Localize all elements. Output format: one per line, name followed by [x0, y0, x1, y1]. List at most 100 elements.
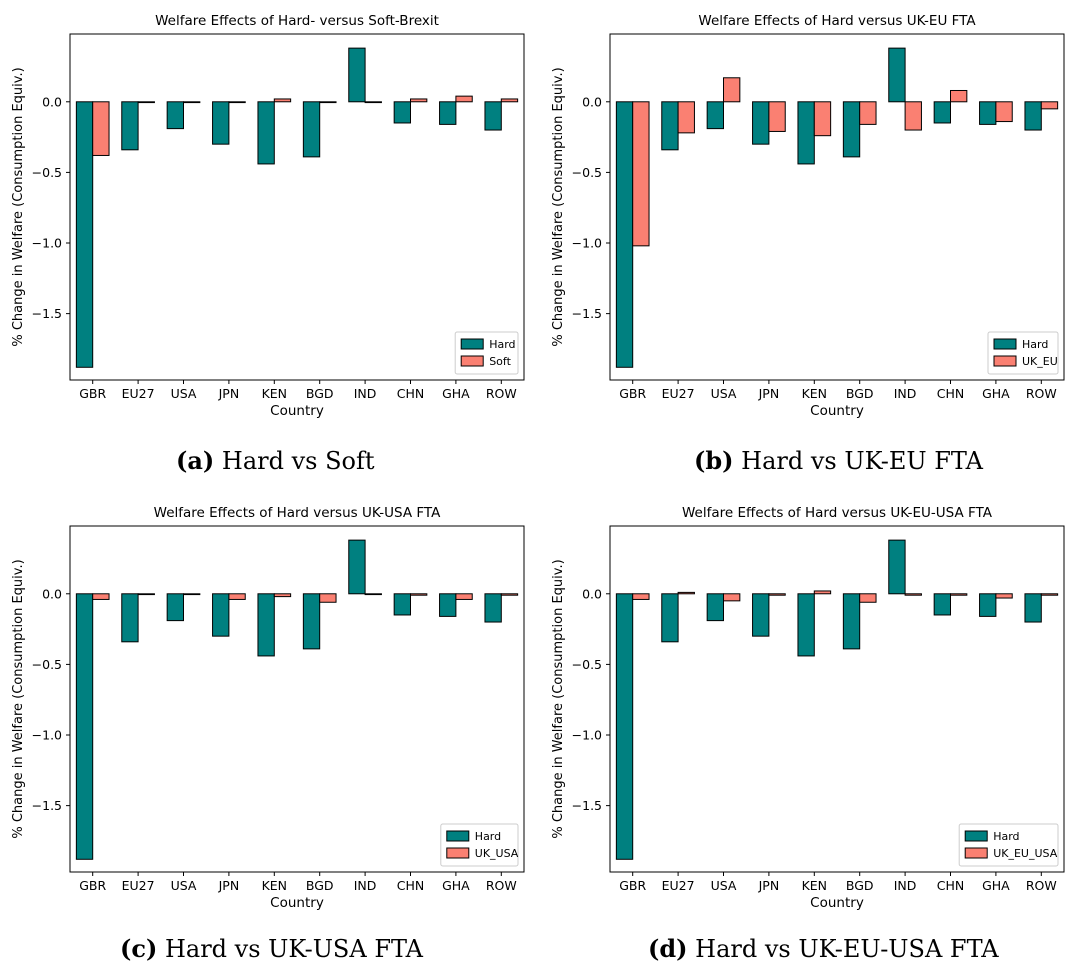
bar-uk-usa-jpn	[228, 593, 246, 600]
bar-hard-bgd	[302, 593, 321, 650]
chart-hard-vs-soft: Welfare Effects of Hard- versus Soft-Bre…	[11, 13, 525, 419]
bar-hard-ken	[257, 101, 275, 165]
x-tick-label-usa: USA	[171, 386, 197, 401]
y-tick-label: −1.0	[572, 728, 602, 743]
bar-uk-usa-bgd	[319, 593, 337, 603]
bar-uk-eu-gbr	[632, 101, 650, 247]
x-tick-label-eu27: EU27	[122, 878, 155, 893]
bar-hard-usa	[706, 101, 725, 130]
caption-c-letter: (c)	[120, 934, 158, 963]
x-tick-label-row: ROW	[486, 878, 517, 893]
bar-uk-eu-usa-gbr	[632, 593, 650, 600]
bar-hard-chn	[393, 101, 412, 124]
bar-hard-gbr	[615, 101, 634, 368]
bar-uk-eu-usa-bgd	[859, 593, 877, 603]
bar-uk-eu-row	[1040, 101, 1059, 110]
bar-hard-ind	[348, 539, 366, 595]
bar-uk-eu-usa-ken	[813, 590, 832, 595]
y-tick-label: 0.0	[42, 586, 62, 601]
bar-hard-ken	[797, 101, 815, 165]
x-tick-label-jpn: JPN	[758, 386, 780, 401]
bar-soft-ind	[364, 101, 382, 104]
bar-hard-row	[1024, 101, 1042, 131]
x-tick-label-usa: USA	[711, 878, 737, 893]
x-tick-label-jpn: JPN	[218, 878, 240, 893]
bar-uk-usa-gha	[455, 593, 473, 600]
bar-hard-gha	[439, 101, 457, 125]
bar-uk-eu-usa-jpn	[768, 593, 786, 596]
chart-title: Welfare Effects of Hard versus UK-EU-USA…	[682, 505, 993, 521]
y-tick-label: −1.5	[572, 798, 602, 813]
y-tick-label: −1.5	[32, 798, 62, 813]
bar-hard-bgd	[302, 101, 321, 158]
bar-soft-eu27	[137, 101, 155, 104]
y-axis-label: % Change in Welfare (Consumption Equiv.)	[11, 67, 26, 346]
x-axis-label: Country	[270, 403, 324, 419]
x-tick-label-gha: GHA	[442, 386, 470, 401]
legend-label-uk-eu: UK_EU	[1022, 355, 1058, 368]
legend-label-hard: Hard	[475, 830, 501, 843]
y-tick-label: −1.0	[572, 236, 602, 251]
bar-hard-usa	[166, 593, 185, 622]
plot-frame	[609, 525, 1065, 873]
chart-hard-vs-uk-eu: Welfare Effects of Hard versus UK-EU FTA…	[551, 13, 1065, 419]
bar-hard-bgd	[842, 593, 861, 650]
bar-uk-eu-eu27	[677, 101, 695, 134]
x-tick-label-eu27: EU27	[662, 878, 695, 893]
bar-hard-ind	[888, 539, 906, 595]
legend-swatch-hard	[460, 338, 484, 350]
x-tick-label-chn: CHN	[937, 878, 964, 893]
x-axis-label: Country	[810, 895, 864, 911]
x-tick-label-gha: GHA	[982, 878, 1010, 893]
x-tick-label-ind: IND	[894, 878, 917, 893]
bar-hard-eu27	[661, 593, 679, 643]
y-tick-label: −0.5	[32, 165, 62, 180]
legend: Hard UK_USA	[440, 823, 519, 867]
x-tick-label-row: ROW	[486, 386, 517, 401]
bar-hard-usa	[166, 101, 185, 130]
y-tick-label: −1.0	[32, 728, 62, 743]
bar-soft-gbr	[92, 101, 110, 156]
chart-title: Welfare Effects of Hard- versus Soft-Bre…	[155, 13, 439, 29]
legend: Hard UK_EU_USA	[958, 823, 1059, 867]
plot-frame	[609, 33, 1065, 381]
bar-hard-eu27	[661, 101, 679, 151]
x-tick-label-bgd: BGD	[306, 386, 334, 401]
y-axis-label: % Change in Welfare (Consumption Equiv.)	[551, 559, 566, 838]
legend-label-uk-eu-usa: UK_EU_USA	[993, 847, 1058, 860]
bar-hard-chn	[933, 101, 952, 124]
bar-hard-jpn	[752, 101, 770, 145]
x-tick-label-gbr: GBR	[79, 386, 106, 401]
caption-a: (a) Hard vs Soft	[176, 446, 375, 475]
bar-uk-usa-usa	[183, 593, 201, 596]
y-axis-label: % Change in Welfare (Consumption Equiv.)	[11, 559, 26, 838]
bar-soft-ken	[273, 98, 292, 103]
bar-uk-usa-chn	[410, 593, 428, 596]
legend-label-soft: Soft	[489, 355, 511, 368]
legend-label-hard: Hard	[489, 338, 515, 351]
bar-hard-gbr	[75, 593, 94, 860]
caption-d-text: Hard vs UK-EU-USA FTA	[695, 935, 999, 963]
bar-hard-ken	[797, 593, 815, 657]
legend-swatch-uk-usa	[446, 847, 470, 859]
bar-hard-chn	[933, 593, 952, 616]
caption-c-text: Hard vs UK-USA FTA	[164, 935, 424, 963]
caption-b-text: Hard vs UK-EU FTA	[741, 447, 983, 475]
bar-hard-ind	[888, 47, 906, 103]
plot-frame	[69, 525, 525, 873]
bar-hard-jpn	[752, 593, 770, 637]
x-tick-label-ken: KEN	[262, 878, 287, 893]
x-axis-label: Country	[270, 895, 324, 911]
caption-a-text: Hard vs Soft	[221, 447, 375, 475]
x-tick-label-bgd: BGD	[846, 386, 874, 401]
x-tick-label-bgd: BGD	[306, 878, 334, 893]
bar-hard-ind	[348, 47, 366, 103]
bar-hard-chn	[393, 593, 412, 616]
y-axis-label: % Change in Welfare (Consumption Equiv.)	[551, 67, 566, 346]
bar-uk-usa-ken	[273, 593, 292, 598]
bar-hard-ken	[257, 593, 275, 657]
y-tick-label: −0.5	[572, 165, 602, 180]
bar-soft-row	[500, 98, 519, 103]
legend-swatch-hard	[446, 830, 470, 842]
bar-soft-gha	[455, 95, 473, 103]
